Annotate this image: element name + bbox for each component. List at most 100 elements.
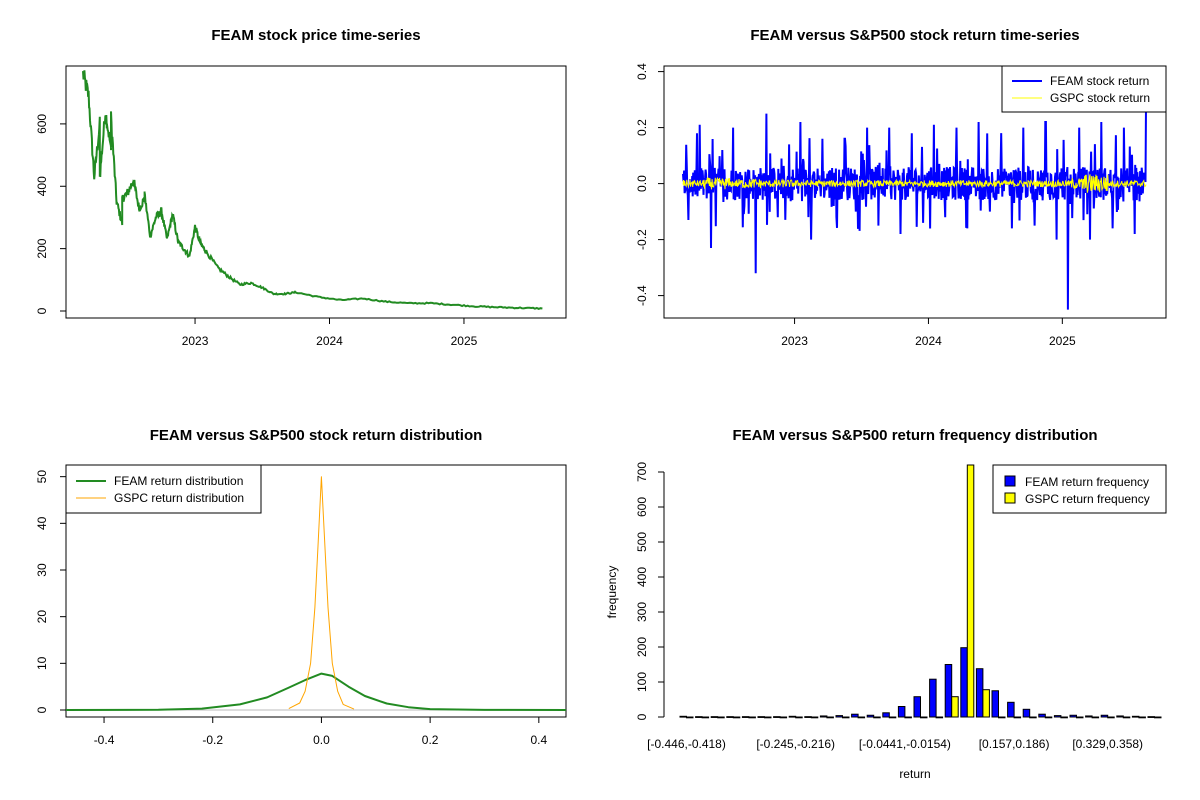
y-tick-label: 20 bbox=[35, 610, 49, 624]
gspc-frequency-bar bbox=[732, 716, 741, 719]
y-tick-label: -0.2 bbox=[635, 229, 649, 250]
gspc-frequency-bar bbox=[764, 716, 772, 719]
feam-frequency-bar bbox=[804, 716, 812, 718]
feam-frequency-bar bbox=[1100, 714, 1109, 718]
x-tick-label: 0.4 bbox=[530, 733, 547, 747]
y-tick-label: 0.0 bbox=[635, 175, 649, 192]
legend-label-gspc: GSPC return frequency bbox=[1025, 492, 1150, 506]
gspc-frequency-bar bbox=[935, 716, 944, 719]
feam-frequency-bar bbox=[726, 716, 734, 718]
gspc-frequency-bar bbox=[1107, 716, 1115, 719]
y-tick-label: 700 bbox=[635, 462, 649, 482]
y-tick-label: 0 bbox=[635, 713, 649, 720]
x-tick-label: 2024 bbox=[915, 334, 942, 348]
gspc-frequency-bar bbox=[1029, 716, 1037, 719]
feam-frequency-bar bbox=[897, 706, 906, 718]
gspc-frequency-bar bbox=[904, 716, 912, 719]
x-tick-label: [-0.245,-0.216) bbox=[756, 737, 835, 751]
x-tick-label: 2025 bbox=[451, 334, 478, 348]
feam-frequency-bar bbox=[913, 696, 921, 718]
y-tick-label: 600 bbox=[635, 497, 649, 517]
y-tick-label: 500 bbox=[635, 532, 649, 552]
plot-box bbox=[65, 65, 567, 319]
y-tick-label: 300 bbox=[635, 602, 649, 622]
y-tick-label: 100 bbox=[635, 672, 649, 692]
legend-swatch-feam bbox=[1004, 475, 1016, 487]
return-distribution-panel: FEAM versus S&P500 stock return distribu… bbox=[35, 427, 567, 747]
feam-frequency-bar bbox=[835, 715, 843, 718]
feam-frequency-bar bbox=[960, 647, 968, 718]
legend-label-feam: FEAM return frequency bbox=[1025, 475, 1149, 489]
x-axis-label: return bbox=[899, 767, 930, 781]
plot-box bbox=[65, 464, 567, 718]
feam-frequency-bar bbox=[866, 714, 875, 718]
y-tick-label: 200 bbox=[635, 637, 649, 657]
feam-frequency-bar bbox=[1022, 708, 1031, 718]
price-time-series-panel: FEAM stock price time-series 0 200 400 600 20… bbox=[35, 27, 567, 348]
feam-frequency-bar bbox=[882, 712, 890, 718]
chart-title: FEAM stock price time-series bbox=[211, 27, 420, 44]
gspc-frequency-bar bbox=[920, 716, 928, 719]
feam-frequency-bar bbox=[1007, 701, 1015, 718]
legend-label-gspc: GSPC stock return bbox=[1050, 91, 1150, 105]
gspc-return-line bbox=[682, 174, 1147, 193]
feam-density-line bbox=[65, 672, 567, 711]
x-tick-label: -0.2 bbox=[202, 733, 223, 747]
x-tick-label: 2023 bbox=[182, 334, 209, 348]
legend-label-feam: FEAM return distribution bbox=[114, 474, 243, 488]
legend-box bbox=[1001, 65, 1167, 113]
y-tick-label: 30 bbox=[35, 563, 49, 577]
gspc-frequency-bar bbox=[1076, 716, 1084, 719]
y-tick-label: 50 bbox=[35, 470, 49, 484]
gspc-density-line bbox=[288, 476, 355, 710]
gspc-frequency-bar bbox=[1013, 716, 1022, 719]
gspc-frequency-bar bbox=[1154, 716, 1162, 719]
gspc-frequency-bar bbox=[888, 716, 897, 719]
gspc-frequency-bar bbox=[1138, 716, 1146, 719]
feam-return-line bbox=[682, 105, 1147, 310]
chart-title: FEAM versus S&P500 stock return time-ser… bbox=[750, 27, 1079, 44]
gspc-frequency-bar bbox=[779, 716, 788, 719]
gspc-frequency-bar bbox=[873, 716, 881, 719]
return-frequency-panel: FEAM versus S&P500 return frequency dist… bbox=[605, 427, 1167, 781]
x-tick-label: 0.0 bbox=[313, 733, 330, 747]
feam-frequency-bar bbox=[929, 678, 937, 718]
y-tick-label: 40 bbox=[35, 516, 49, 530]
chart-title: FEAM versus S&P500 stock return distribu… bbox=[150, 427, 483, 444]
feam-frequency-bar bbox=[991, 690, 999, 718]
gspc-frequency-bar bbox=[826, 716, 834, 719]
gspc-frequency-bar bbox=[717, 716, 725, 719]
legend-label-feam: FEAM stock return bbox=[1050, 74, 1149, 88]
gspc-frequency-bar bbox=[810, 716, 819, 719]
gspc-frequency-bar bbox=[982, 689, 990, 718]
return-time-series-panel: FEAM versus S&P500 stock return time-ser… bbox=[635, 27, 1167, 348]
feam-frequency-bar bbox=[1147, 716, 1155, 718]
feam-frequency-bar bbox=[819, 715, 828, 718]
feam-frequency-bar bbox=[1038, 713, 1046, 718]
feam-frequency-bar bbox=[679, 715, 687, 718]
y-tick-label: 0 bbox=[35, 706, 49, 713]
y-tick-label: 0.4 bbox=[635, 63, 649, 80]
x-tick-label: -0.4 bbox=[94, 733, 115, 747]
x-tick-label: 0.2 bbox=[422, 733, 439, 747]
y-tick-label: 400 bbox=[35, 176, 49, 196]
feam-frequency-bar bbox=[1116, 715, 1124, 718]
legend-box bbox=[65, 464, 262, 514]
y-tick-label: -0.4 bbox=[635, 285, 649, 306]
y-tick-label: 600 bbox=[35, 114, 49, 134]
feam-frequency-bar bbox=[695, 716, 703, 718]
x-tick-label: [0.329,0.358) bbox=[1072, 737, 1143, 751]
y-tick-label: 0.2 bbox=[635, 119, 649, 136]
feam-frequency-bar bbox=[1069, 714, 1077, 718]
legend-label-gspc: GSPC return distribution bbox=[114, 491, 244, 505]
x-tick-label: [0.157,0.186) bbox=[979, 737, 1050, 751]
gspc-frequency-bar bbox=[1060, 716, 1068, 719]
feam-frequency-bar bbox=[975, 668, 984, 718]
gspc-frequency-bar bbox=[748, 716, 756, 719]
gspc-frequency-bar bbox=[842, 716, 850, 719]
feam-price-line bbox=[82, 70, 543, 310]
feam-frequency-bar bbox=[1085, 715, 1093, 718]
feam-frequency-bar bbox=[757, 716, 765, 718]
gspc-frequency-bar bbox=[857, 716, 866, 719]
